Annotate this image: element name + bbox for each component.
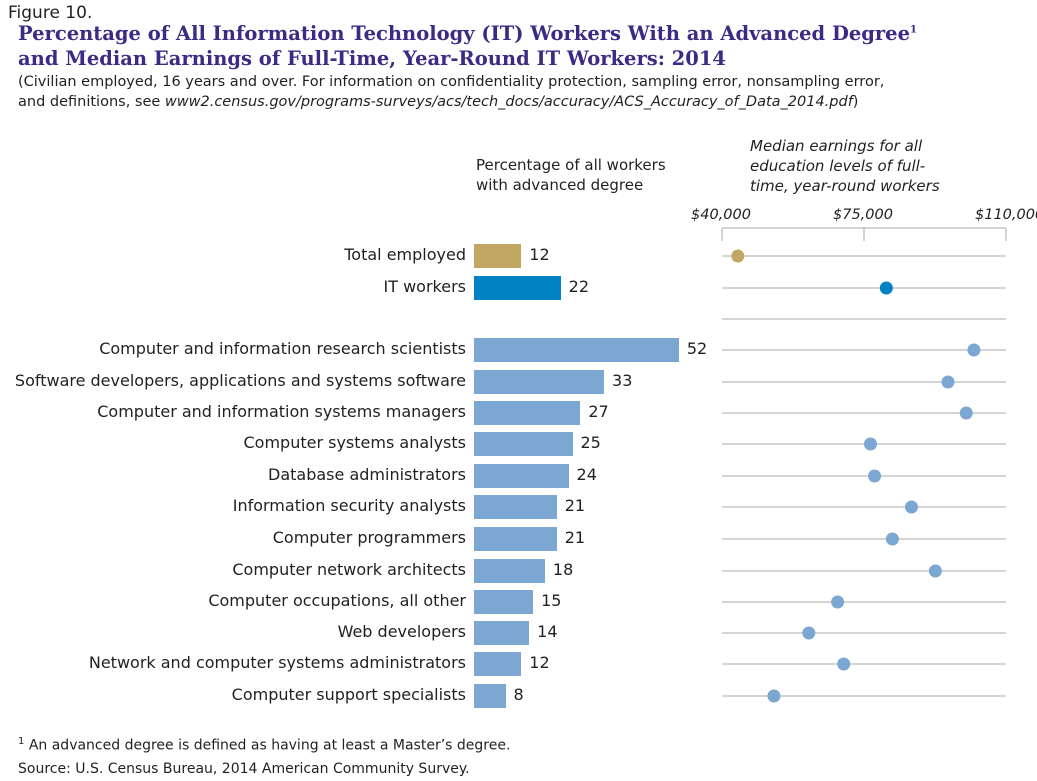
category-label: Web developers <box>337 622 466 641</box>
bar <box>474 559 545 583</box>
subtitle-suffix: ) <box>852 94 859 110</box>
earnings-dot <box>885 532 899 546</box>
bar-value-label: 21 <box>564 496 586 515</box>
bar <box>474 464 569 488</box>
bar <box>474 432 573 456</box>
title-text: Percentage of All Information Technology… <box>18 22 910 45</box>
x-tick-label: $75,000 <box>833 207 893 223</box>
category-label: Computer occupations, all other <box>208 591 466 610</box>
bar-panel-heading: Percentage of all workers with advanced … <box>476 155 696 195</box>
bar-value-label: 52 <box>686 339 708 358</box>
source-note: Source: U.S. Census Bureau, 2014 America… <box>18 761 470 777</box>
category-label: Computer network architects <box>232 560 466 579</box>
category-label: IT workers <box>383 277 466 296</box>
footnote-text: An advanced degree is defined as having … <box>28 737 511 754</box>
footnote: 1 An advanced degree is defined as havin… <box>18 736 510 754</box>
dot-panel-heading: Median earnings for all education levels… <box>750 136 960 196</box>
category-label: Information security analysts <box>232 496 466 515</box>
bar <box>474 684 506 708</box>
earnings-dot <box>802 626 816 640</box>
category-label: Computer support specialists <box>231 685 466 704</box>
earnings-dot <box>879 281 893 295</box>
bar-value-label: 8 <box>513 685 524 704</box>
category-label: Computer programmers <box>272 528 466 547</box>
earnings-dot <box>863 437 877 451</box>
bar-value-label: 12 <box>529 245 550 264</box>
bar-value-label: 21 <box>564 528 586 547</box>
bar <box>474 652 522 676</box>
earnings-dot <box>967 343 981 357</box>
bar-value-label: 12 <box>529 653 550 672</box>
bar <box>474 276 561 300</box>
earnings-dot <box>904 500 918 514</box>
subtitle-line2: and definitions, see www2.census.gov/pro… <box>18 94 858 110</box>
earnings-dot <box>868 469 882 483</box>
subtitle-url: www2.census.gov/programs-surveys/acs/tec… <box>164 94 853 110</box>
title-footnote-mark: 1 <box>909 24 917 36</box>
figure-label: Figure 10. <box>8 3 93 23</box>
earnings-dot <box>837 657 851 671</box>
category-label: Computer and information systems manager… <box>97 402 466 421</box>
bar-value-label: 15 <box>541 591 562 610</box>
bar-value-label: 27 <box>588 402 609 421</box>
chart-title-line2: and Median Earnings of Full-Time, Year-R… <box>18 47 726 70</box>
bar-value-label: 33 <box>612 371 633 390</box>
x-tick-label: $110,000 <box>975 207 1037 223</box>
category-label: Computer and information research scient… <box>99 339 466 358</box>
earnings-dot <box>941 375 955 389</box>
category-label: Software developers, applications and sy… <box>14 371 466 390</box>
bar-value-label: 25 <box>580 433 601 452</box>
subtitle-prefix: and definitions, see <box>18 94 165 110</box>
category-label: Database administrators <box>268 465 466 484</box>
earnings-dot <box>731 249 745 263</box>
bar <box>474 527 557 551</box>
category-label: Network and computer systems administrat… <box>88 653 466 672</box>
bar <box>474 338 679 362</box>
bar <box>474 621 530 645</box>
bar <box>474 590 534 614</box>
category-label: Total employed <box>344 245 466 264</box>
x-tick-label: $40,000 <box>691 207 751 223</box>
earnings-dot <box>831 595 845 609</box>
bar-value-label: 14 <box>537 622 558 641</box>
earnings-dot <box>767 689 781 703</box>
bar <box>474 401 581 425</box>
bar-value-label: 18 <box>552 560 574 579</box>
bar-panel-title: Percentage of all workers with advanced … <box>476 156 666 194</box>
earnings-dot <box>928 564 942 578</box>
category-label: Computer systems analysts <box>243 433 467 452</box>
bar <box>474 244 522 268</box>
earnings-dot <box>959 406 973 420</box>
bar-value-label: 22 <box>568 277 590 296</box>
bar <box>474 370 605 394</box>
subtitle-line1: (Civilian employed, 16 years and over. F… <box>18 74 885 90</box>
bar <box>474 495 557 519</box>
bar-value-label: 24 <box>576 465 597 484</box>
footnote-mark: 1 <box>18 736 25 747</box>
dot-panel-title: Median earnings for all education levels… <box>750 137 940 195</box>
chart-title-line1: Percentage of All Information Technology… <box>18 22 917 45</box>
